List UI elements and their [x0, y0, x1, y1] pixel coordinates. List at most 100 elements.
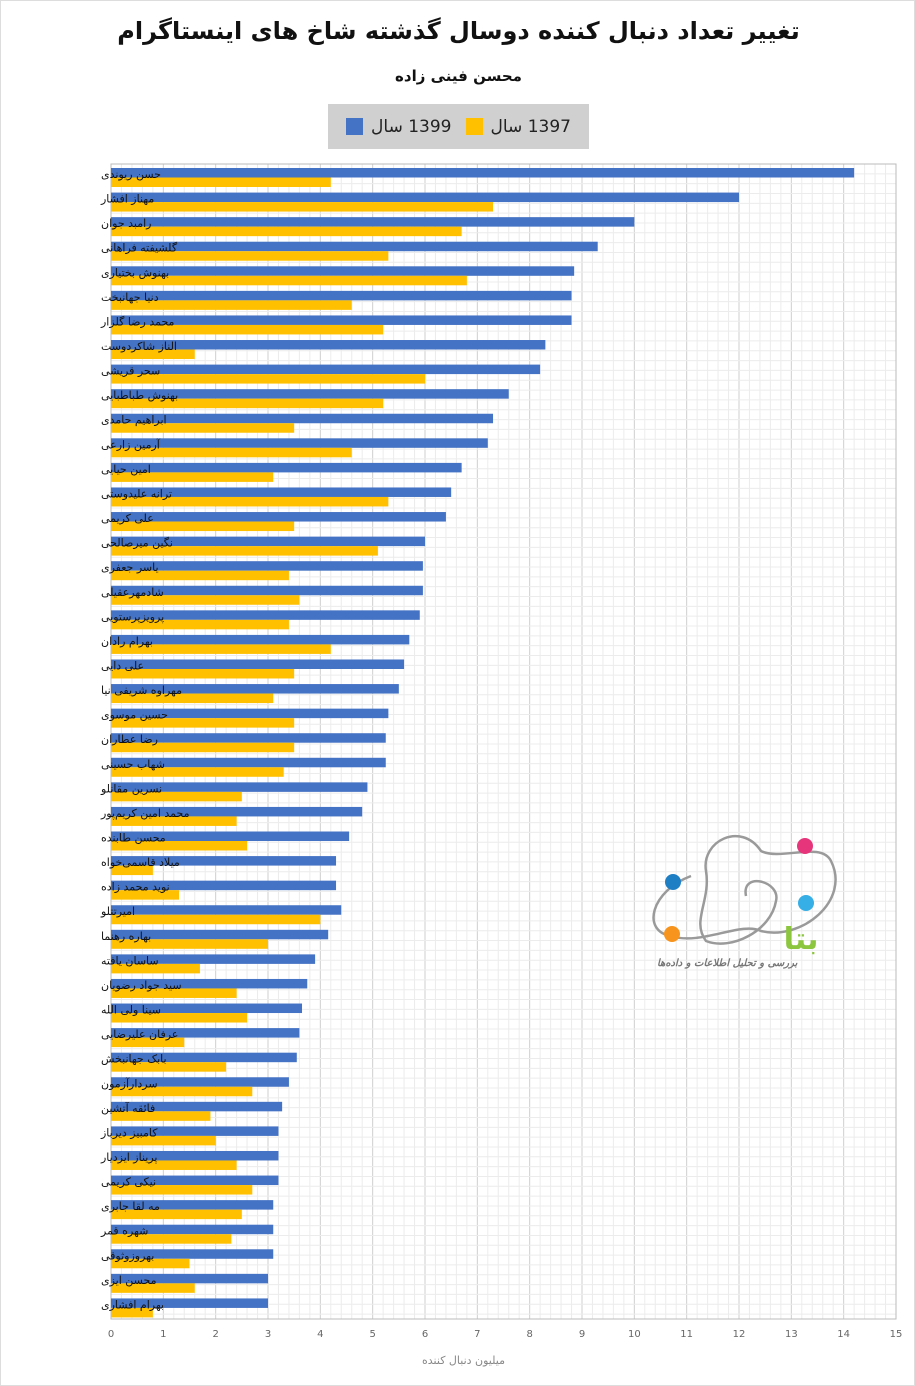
bar-1397 [111, 816, 237, 826]
bar-1399 [111, 1126, 279, 1136]
bar-1399 [111, 1077, 289, 1087]
bar-1399 [111, 1200, 274, 1210]
logo-dot [797, 838, 813, 854]
bar-1397 [111, 668, 295, 679]
bar-1397 [111, 349, 195, 360]
category-label: محمد رضا گلزار [100, 315, 175, 328]
category-label: شهاب حسینی [101, 758, 165, 771]
category-label: آرمین زارعی [101, 437, 161, 451]
bar-1397 [111, 963, 200, 974]
bar-1399 [111, 978, 308, 989]
bar-1399 [111, 782, 368, 792]
category-label: مهناز افشار [100, 193, 154, 206]
category-label: فائقه آتشین [101, 1101, 155, 1115]
bar-1399 [111, 1273, 268, 1284]
category-label: نوید محمد زاده [101, 881, 170, 894]
category-label: نیکی کریمی [101, 1176, 156, 1189]
category-label: سردارآزمون [101, 1076, 158, 1090]
bar-1399 [111, 241, 598, 252]
category-label: بهنوش طباطبایی [101, 389, 178, 402]
x-tick-label: 7 [474, 1329, 480, 1340]
bar-1399 [111, 266, 575, 276]
bar-1397 [111, 988, 237, 998]
bar-1397 [111, 865, 153, 876]
bar-1397 [111, 1135, 216, 1146]
category-label: سید جواد رضویان [101, 979, 182, 992]
bar-1397 [111, 423, 295, 433]
category-label: محسن طابنده [101, 832, 166, 845]
bar-1399 [111, 413, 494, 424]
category-label: ابراهیم حامدی [101, 414, 167, 427]
bar-1397 [111, 767, 284, 777]
bar-1397 [111, 251, 389, 261]
x-tick-label: 11 [680, 1329, 693, 1340]
bar-1397 [111, 202, 494, 212]
category-label: محسن ایزی [101, 1274, 157, 1287]
bar-1397 [111, 447, 352, 458]
bar-1397 [111, 570, 289, 581]
legend: 1399 سال 1397 سال [328, 104, 589, 149]
bar-1399 [111, 536, 425, 547]
x-tick-label: 5 [369, 1329, 375, 1340]
category-label: دنیا جهانبخت [101, 291, 159, 304]
legend-swatch-blue [346, 118, 364, 135]
bar-1397 [111, 472, 274, 482]
bar-1397 [111, 914, 321, 925]
bar-1399 [111, 340, 546, 350]
bar-1397 [111, 398, 384, 409]
x-tick-label: 6 [422, 1329, 428, 1340]
category-label: پرویزپرستویی [101, 610, 164, 623]
x-tick-label: 10 [628, 1329, 641, 1340]
category-label: بهرام افشاری [101, 1298, 164, 1311]
bar-1399 [111, 954, 316, 964]
logo [652, 834, 837, 945]
bar-1397 [111, 300, 352, 310]
bar-1399 [111, 462, 462, 473]
logo-tagline: بررسی و تحلیل اطلاعات و داده‌ها [657, 958, 798, 969]
legend-label: 1397 سال [490, 116, 571, 137]
bar-1399 [111, 1298, 268, 1308]
category-label: سینا ولی الله [101, 1004, 161, 1017]
bar-1399 [111, 757, 386, 768]
bar-1399 [111, 831, 350, 842]
category-label: بهنوش بختیاری [101, 266, 169, 279]
bar-1399 [111, 806, 363, 817]
bar-1397 [111, 841, 248, 851]
bar-1399 [111, 1052, 297, 1063]
logo-dot [798, 895, 814, 911]
legend-item-1399: 1399 سال [346, 117, 452, 137]
x-tick-label: 9 [579, 1329, 585, 1340]
chart-subtitle: محسن فینی زاده [395, 67, 522, 85]
bar-1399 [111, 168, 855, 178]
bar-1397 [111, 1062, 227, 1072]
category-label: علی کریمی [101, 512, 154, 525]
category-label: رضا عطاران [101, 733, 158, 746]
x-tick-label: 4 [317, 1329, 323, 1340]
category-label: ساسان یافته [101, 954, 159, 967]
bar-1399 [111, 880, 337, 891]
bar-1397 [111, 1283, 195, 1293]
category-label: ترانه علیدوستی [101, 487, 172, 500]
category-label: مهراوه شریفی نیا [101, 684, 182, 697]
category-label: بهرام رادان [101, 635, 153, 648]
bar-1399 [111, 856, 337, 866]
bar-1397 [111, 1013, 248, 1023]
category-label: سحر قریشی [101, 365, 160, 378]
bar-1397 [111, 177, 331, 187]
bar-1399 [111, 1249, 274, 1259]
category-label: حسین موسوی [101, 709, 168, 722]
bar-1397 [111, 1258, 190, 1269]
legend-item-1397: 1397 سال [465, 116, 571, 137]
bar-1397 [111, 1111, 211, 1121]
x-tick-label: 2 [212, 1329, 218, 1340]
category-label: امیرتتلو [100, 905, 135, 918]
bar-1399 [111, 315, 572, 325]
x-tick-label: 13 [785, 1329, 798, 1340]
bar-1397 [111, 374, 425, 384]
bar-1399 [111, 905, 342, 915]
bar-1399 [111, 512, 446, 522]
bar-1397 [111, 619, 289, 630]
category-label: یاسر جعفری [101, 561, 159, 574]
x-tick-label: 12 [733, 1329, 746, 1340]
